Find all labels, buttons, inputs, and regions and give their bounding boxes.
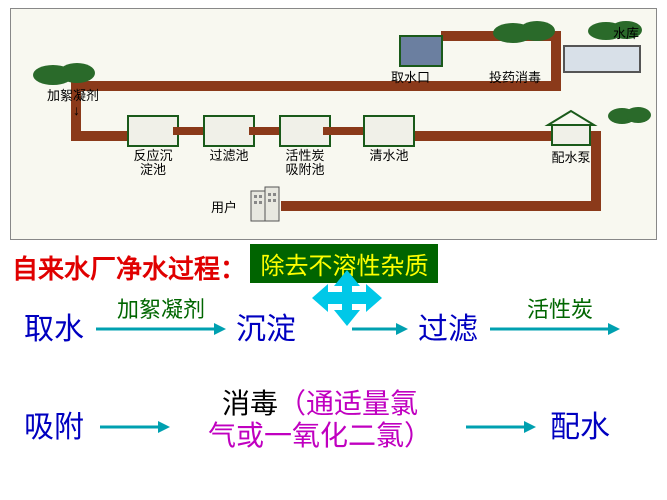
reservoir-label: 水库: [613, 27, 639, 41]
pipe: [323, 127, 363, 135]
pipe: [173, 127, 203, 135]
clear-tank: 清水池: [359, 115, 419, 163]
dose-label: 投药消毒: [489, 71, 541, 85]
filter-tank: 过滤池: [199, 115, 259, 163]
over-coagulant: 加絮凝剂: [106, 292, 216, 324]
title-prefix: 自来水厂净水过程：: [12, 249, 246, 286]
user-building-icon: [247, 185, 291, 230]
stage-filter: 过滤: [418, 304, 478, 348]
pipe: [249, 127, 279, 135]
intake-label: 取水口: [391, 71, 430, 85]
add-coagulant-label: 加絮凝剂: [47, 89, 99, 103]
carbon-tank: 活性炭 吸附池: [273, 115, 337, 177]
arrow-icon: [466, 420, 536, 434]
carbon-tank-label: 活性炭 吸附池: [273, 149, 337, 177]
stage-adsorb: 吸附: [24, 402, 84, 446]
plant-diagram: 取水口 水库 投药消毒 加絮凝剂 ↓ 反应沉 淀池 过滤池 活性炭 吸附池 清水…: [10, 8, 657, 240]
over-carbon: 活性炭: [510, 292, 610, 324]
clear-tank-label: 清水池: [359, 149, 419, 163]
disinfect-black: 消毒: [222, 388, 278, 419]
pipe: [281, 201, 601, 211]
arrow-icon: [96, 322, 226, 336]
arrow-icon: [100, 420, 170, 434]
down-arrow-icon: ↓: [73, 103, 80, 117]
stage-intake: 取水: [24, 304, 84, 348]
tree-icon: [491, 17, 561, 45]
pump-label: 配水泵: [541, 151, 601, 165]
reaction-tank: 反应沉 淀池: [123, 115, 183, 177]
pipe: [71, 81, 561, 91]
pipe: [71, 131, 131, 141]
arrow-icon: [490, 322, 620, 336]
pump: 配水泵: [541, 109, 601, 165]
tree-icon: [606, 104, 652, 126]
reaction-tank-label: 反应沉 淀池: [123, 149, 183, 177]
cross-arrow-icon: [312, 270, 382, 331]
stage-distribute: 配水: [550, 402, 610, 446]
filter-tank-label: 过滤池: [199, 149, 259, 163]
reservoir: [563, 45, 641, 73]
tree-icon: [31, 59, 101, 87]
disinfect-text: 消毒（通适量氯 气或一氧化二氯）: [180, 388, 460, 452]
user-label: 用户: [211, 201, 237, 215]
intake-box: [399, 35, 443, 67]
stage-sediment: 沉淀: [236, 304, 296, 348]
